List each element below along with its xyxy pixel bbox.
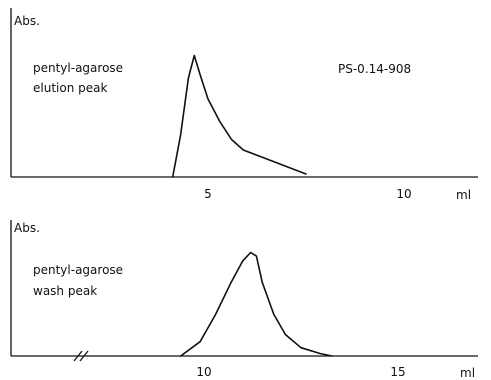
elution-tick-label-5: 5 bbox=[204, 187, 212, 201]
wash-annotation-line-2: wash peak bbox=[33, 284, 97, 298]
elution-y-label: Abs. bbox=[14, 14, 40, 28]
elution-chart: Abs. pentyl-agarose elution peak PS-0.14… bbox=[10, 8, 478, 202]
wash-annotation-line-1: pentyl-agarose bbox=[33, 263, 123, 277]
wash-y-label: Abs. bbox=[14, 221, 40, 235]
wash-series-line bbox=[179, 251, 333, 357]
wash-tick-label-15: 15 bbox=[390, 365, 405, 379]
elution-tick-label-10: 10 bbox=[396, 187, 411, 201]
wash-tick-label-10: 10 bbox=[196, 365, 211, 379]
elution-x-unit: ml bbox=[456, 188, 471, 202]
elution-annotation-line-1: pentyl-agarose bbox=[33, 61, 123, 75]
wash-chart: Abs. pentyl-agarose wash peak 10 15 ml bbox=[10, 220, 478, 380]
elution-annotation-line-2: elution peak bbox=[33, 81, 107, 95]
wash-x-unit: ml bbox=[460, 366, 475, 380]
elution-series-line bbox=[171, 54, 307, 178]
sample-label: PS-0.14-908 bbox=[338, 62, 411, 76]
axis-break-marks bbox=[73, 350, 89, 362]
